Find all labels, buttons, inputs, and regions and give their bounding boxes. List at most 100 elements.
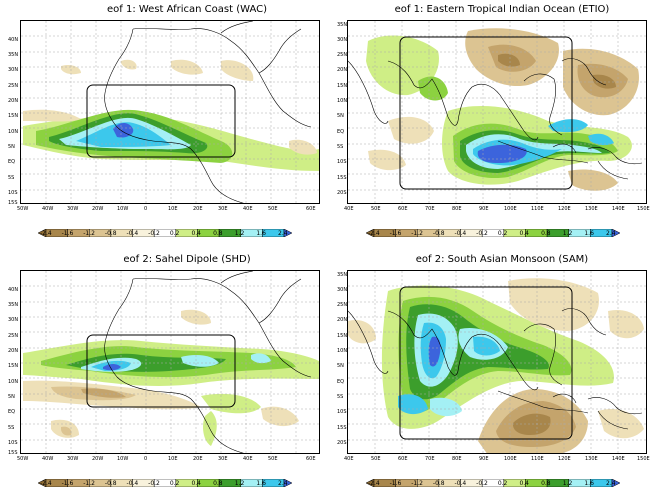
y-tick-label: 35N — [337, 272, 348, 278]
x-tick-label: 20W — [92, 456, 104, 462]
map-sam-svg — [348, 271, 646, 453]
x-tick-label: 100E — [504, 456, 517, 462]
x-tick-label: 40W — [42, 456, 54, 462]
region-box — [86, 84, 236, 158]
y-tick-label: 15N — [337, 83, 348, 89]
colorbar-label: 0.4 — [191, 230, 201, 237]
colorbar-label: -2.4 — [368, 230, 380, 237]
y-tick-label: 30N — [8, 67, 19, 73]
x-tick-label: 30W — [67, 456, 79, 462]
x-tick-label: 40E — [344, 456, 354, 462]
x-tick-label: 10W — [117, 456, 129, 462]
y-tick-label: 15S — [8, 200, 18, 206]
colorbar-label: -0.2 — [148, 230, 160, 237]
y-tick-label: 5S — [337, 394, 344, 400]
x-tick-label: 90E — [479, 456, 489, 462]
colorbar-label: -0.8 — [104, 230, 117, 237]
colorbar-label: -2.4 — [368, 480, 380, 487]
colorbar-label: 2.4 — [606, 230, 616, 237]
y-tick-label: 20S — [337, 190, 347, 196]
y-tick-label: 15N — [8, 363, 19, 369]
colorbar-label: 0.2 — [169, 230, 180, 237]
colorbar-label: 0.4 — [519, 230, 529, 237]
colorbar-label: -0.4 — [454, 230, 467, 237]
y-tick-label: 30N — [337, 287, 348, 293]
y-tick-label: 30N — [337, 37, 348, 43]
colorbar-label: 0.4 — [191, 480, 201, 487]
colorbar-label: 0.2 — [497, 480, 508, 487]
colorbar-label: -1.6 — [389, 230, 402, 237]
colorbar-label: -1.6 — [389, 480, 402, 487]
x-tick-label: 60E — [306, 456, 316, 462]
region-box — [86, 334, 236, 408]
y-tick-label: 5N — [337, 113, 344, 119]
y-tick-label: 35N — [337, 22, 348, 28]
y-tick-label: 15S — [337, 425, 347, 431]
colorbar-label: -0.8 — [104, 480, 117, 487]
x-tick-label: 100E — [504, 206, 517, 212]
colorbar-label: 1.6 — [256, 230, 266, 237]
colorbar-label: -1.2 — [83, 230, 95, 237]
y-tick-label: 10N — [337, 98, 348, 104]
x-tick-label: 120E — [558, 206, 571, 212]
x-tick-label: 50E — [268, 456, 278, 462]
y-tick-label: 35N — [8, 52, 19, 58]
contour-fill — [23, 309, 319, 446]
colorbar-label: 0.8 — [541, 230, 551, 237]
y-tick-label: 10N — [8, 129, 19, 135]
contour-fill — [348, 278, 644, 453]
y-tick-label: 15S — [8, 450, 18, 456]
panel-title: eof 1: West African Coast (WAC) — [106, 4, 267, 15]
x-tick-label: 80E — [452, 206, 462, 212]
colorbar: -2.4 -1.6 -1.2 -0.8 -0.4 -0.2 0.2 0.4 0.8 1.2 1.6 2… — [37, 222, 293, 238]
colorbar-label: -0.4 — [126, 230, 139, 237]
grid-lines — [21, 271, 319, 453]
x-tick-label: 120E — [558, 456, 571, 462]
x-tick-label: 0 — [144, 206, 148, 212]
x-tick-label: 40W — [42, 206, 54, 212]
y-tick-label: 20N — [8, 348, 19, 354]
colorbar-segment — [283, 228, 293, 238]
x-tick-label: 10W — [117, 206, 129, 212]
map-shd-svg — [21, 271, 319, 453]
y-tick-label: 20N — [8, 98, 19, 104]
y-tick-label: 30N — [8, 317, 19, 323]
x-tick-label: 60E — [306, 206, 316, 212]
y-tick-label: EQ — [8, 159, 16, 165]
x-tick-label: 150E — [637, 206, 650, 212]
colorbar-label: 1.6 — [584, 230, 594, 237]
map-wac — [20, 20, 320, 204]
y-tick-label: 10N — [337, 348, 348, 354]
colorbar-segment — [283, 478, 293, 488]
colorbar-label: -0.4 — [126, 480, 139, 487]
coastlines — [348, 58, 643, 180]
x-tick-label: 140E — [612, 456, 625, 462]
map-etio — [347, 20, 647, 204]
colorbar: -2.4 -1.6 -1.2 -0.8 -0.4 -0.2 0.2 0.4 0.8 1.2 1.6 2… — [37, 472, 293, 488]
y-tick-label: 5N — [8, 394, 15, 400]
colorbar-label: -0.2 — [476, 230, 488, 237]
region-box — [399, 36, 573, 190]
colorbar: -2.4 -1.6 -1.2 -0.8 -0.4 -0.2 0.2 0.4 0.8 1.2 1.6 2… — [365, 472, 621, 488]
y-tick-label: 10S — [8, 440, 18, 446]
x-tick-label: 110E — [531, 456, 544, 462]
y-tick-label: 5S — [337, 144, 344, 150]
colorbar-label: -1.2 — [83, 480, 95, 487]
y-tick-label: EQ — [337, 129, 345, 135]
colorbar-label: -1.6 — [61, 480, 74, 487]
x-tick-label: 130E — [585, 456, 598, 462]
x-tick-label: 60E — [398, 206, 408, 212]
x-tick-label: 20E — [193, 206, 203, 212]
y-tick-label: 40N — [8, 287, 19, 293]
x-tick-label: 40E — [344, 206, 354, 212]
y-tick-label: 10S — [8, 190, 18, 196]
map-etio-svg — [348, 21, 646, 203]
colorbar-label: 2.4 — [606, 480, 616, 487]
y-tick-label: 25N — [337, 302, 348, 308]
map-wac-svg — [21, 21, 319, 203]
colorbar-label: 0.8 — [541, 480, 551, 487]
x-tick-label: 50E — [371, 456, 381, 462]
x-tick-label: 20W — [92, 206, 104, 212]
y-tick-label: 25N — [337, 52, 348, 58]
grid-lines — [348, 271, 646, 453]
